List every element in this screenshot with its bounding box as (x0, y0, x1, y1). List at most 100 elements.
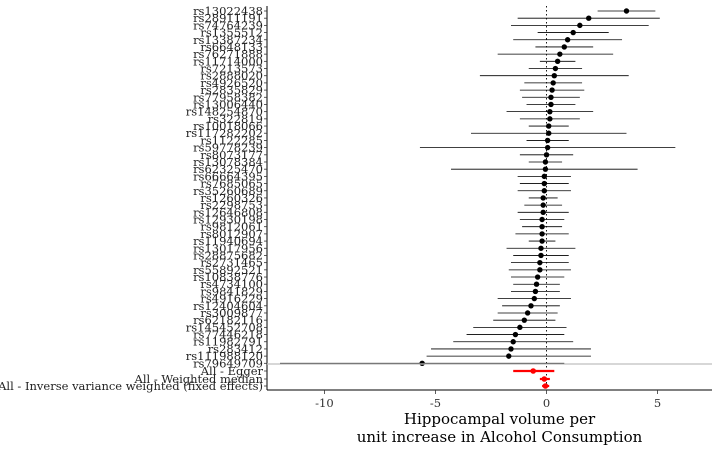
snp-label: rs12646808 (193, 205, 263, 219)
snp-point (531, 295, 538, 302)
x-tick-label: 0 (543, 396, 550, 410)
snp-label: rs8073177 (200, 148, 263, 162)
snp-point (554, 58, 561, 65)
snp-label: rs322819 (208, 112, 263, 126)
snp-point (540, 202, 546, 208)
snp-label: rs2888020 (200, 69, 263, 83)
snp-label: rs1122285 (200, 133, 263, 147)
snp-label: rs12930198 (193, 213, 263, 227)
snp-label: rs74764239 (193, 18, 263, 32)
snp-label: rs62325470 (193, 162, 263, 176)
snp-point (419, 360, 425, 367)
x-tick-label: -5 (430, 396, 441, 410)
snp-point (557, 51, 563, 57)
snp-label: rs13017956 (193, 241, 263, 255)
snp-label: rs13078384 (193, 155, 263, 169)
snp-point (534, 274, 541, 280)
snp-point (528, 303, 534, 309)
snp-label: rs3009877 (200, 306, 263, 320)
snp-label: rs111988120 (186, 349, 263, 363)
snp-label: rs2298753 (200, 198, 263, 212)
snp-point (570, 29, 576, 36)
snp-label: rs62182116 (193, 313, 263, 327)
x-ticks: -10 -5 0 5 (315, 390, 661, 410)
snp-point (577, 22, 583, 29)
snp-label: rs55892521 (193, 263, 263, 277)
summary-point (530, 368, 536, 374)
axes-layer (266, 6, 712, 391)
snp-label: rs77958382 (193, 90, 263, 104)
snp-point (537, 267, 543, 273)
summary-point (542, 383, 549, 389)
snp-label: rs117282202 (186, 126, 263, 140)
snp-point (561, 44, 567, 50)
snp-label: rs66664395 (193, 169, 263, 183)
snp-point (586, 15, 592, 21)
snp-label: rs76271888 (193, 47, 263, 61)
snp-label: rs11940694 (193, 234, 263, 248)
snp-point (539, 224, 545, 230)
snp-label: rs77446218 (193, 328, 263, 342)
snp-point (510, 339, 516, 345)
snp-point (538, 252, 544, 259)
snp-point (541, 188, 548, 194)
summary-point (541, 376, 548, 382)
snp-point (539, 238, 545, 244)
snp-label: rs10018066 (193, 119, 263, 133)
snp-point (533, 281, 540, 287)
snp-point (508, 346, 514, 352)
snp-point (538, 245, 544, 251)
snp-point (543, 152, 550, 158)
snp-label: rs13387234 (193, 33, 263, 47)
summary-label: All - Weighted median (134, 372, 264, 386)
snp-label: rs79649709 (193, 356, 263, 370)
snp-label: rs28875682 (193, 248, 263, 262)
snp-label: rs8012907 (200, 227, 263, 241)
snp-point (542, 166, 549, 172)
snp-label: rs145452708 (186, 320, 263, 334)
snp-label: rs13006440 (193, 97, 263, 111)
snp-point (541, 173, 548, 180)
snp-point (564, 37, 571, 43)
snp-label: rs12404604 (193, 299, 263, 313)
snp-point (546, 123, 552, 129)
snp-point (544, 137, 551, 144)
snp-point (546, 130, 552, 136)
snp-point (541, 180, 548, 187)
snp-label: rs7685065 (200, 177, 263, 191)
snp-label: rs283412 (208, 342, 263, 356)
estimate-point-layer (419, 8, 630, 389)
snp-label: rs4734100 (200, 277, 263, 291)
snp-point (539, 231, 545, 237)
snp-label: rs2835829 (200, 83, 263, 97)
confidence-interval-layer (280, 10, 676, 388)
snp-label: rs10838776 (193, 270, 263, 284)
snp-point (548, 101, 554, 108)
snp-point (540, 195, 546, 201)
snp-label: rs28911191 (193, 11, 263, 25)
snp-point (548, 94, 554, 100)
snp-point (521, 317, 528, 323)
snp-label: rs1355512 (200, 26, 263, 40)
snp-label: rs11982791 (193, 335, 263, 349)
snp-label: rs6648133 (200, 40, 263, 54)
snp-point (549, 87, 555, 93)
snp-point (550, 80, 556, 86)
x-tick-label: -10 (315, 396, 334, 410)
snp-label: rs9841829 (200, 284, 263, 298)
snp-point (544, 144, 551, 151)
snp-label: rs4926520 (200, 76, 263, 90)
snp-point (539, 216, 545, 223)
x-axis-title-line-2: unit increase in Alcohol Consumption (357, 428, 643, 446)
snp-point (547, 108, 553, 115)
snp-point (551, 73, 557, 79)
snp-point (537, 259, 543, 266)
snp-point (524, 310, 531, 316)
snp-point (552, 65, 559, 72)
snp-point (506, 353, 512, 359)
snp-point (532, 288, 539, 295)
snp-point (540, 209, 546, 216)
snp-point (512, 331, 519, 338)
